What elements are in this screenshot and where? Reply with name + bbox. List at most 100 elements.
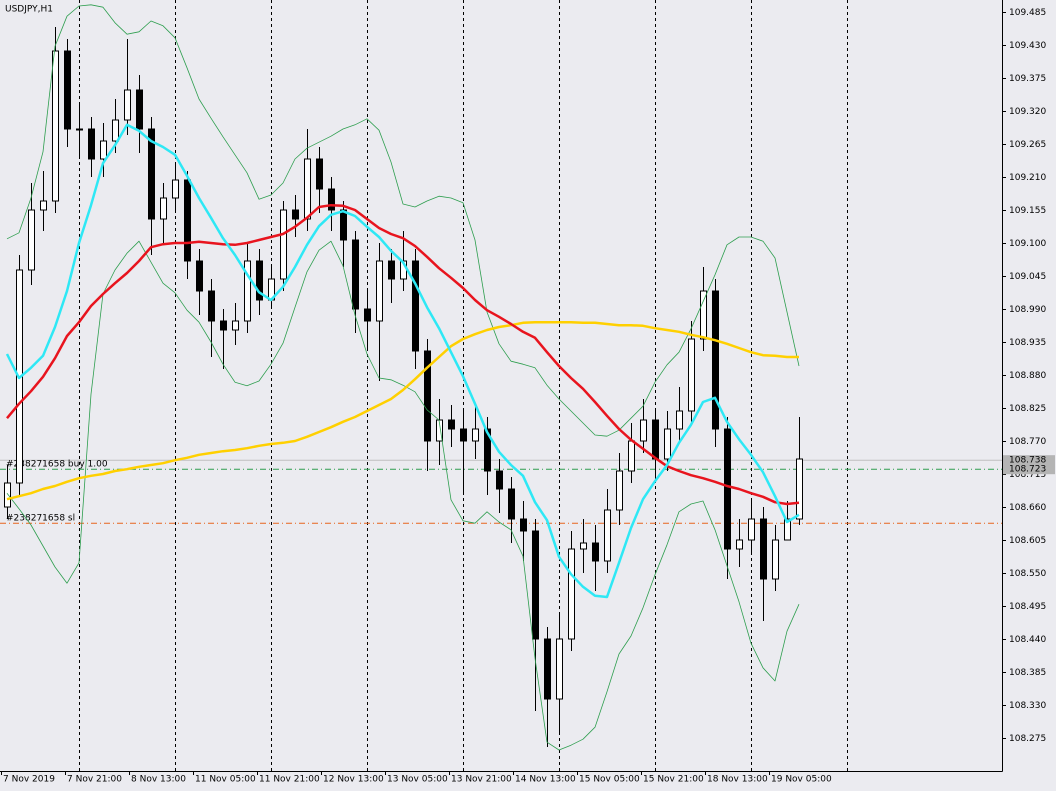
candle-body (700, 290, 707, 340)
candle-body (184, 179, 191, 262)
candle-body (136, 89, 143, 130)
x-tick-label: 15 Nov 21:00 (643, 775, 704, 785)
candle-body (292, 209, 299, 220)
candle-body (4, 482, 11, 508)
y-tick-label: 109.320 (1009, 107, 1046, 117)
time-grid (79, 0, 848, 771)
candle-body (712, 290, 719, 430)
y-tick-label: 108.660 (1009, 503, 1046, 513)
candle-body (616, 470, 623, 511)
candle-body (796, 458, 803, 520)
y-tick-label: 108.880 (1009, 371, 1046, 381)
y-tick-label: 109.375 (1009, 74, 1046, 84)
candle-body (76, 128, 83, 131)
candle-body (208, 290, 215, 322)
candle-body (448, 419, 455, 430)
x-tick-label: 12 Nov 13:00 (323, 775, 384, 785)
candle-body (760, 518, 767, 580)
candle-body (52, 50, 59, 202)
candle-body (580, 542, 587, 550)
indicator-line (6, 240, 800, 751)
x-tick-label: 15 Nov 05:00 (579, 775, 640, 785)
price-label: 108.738 (1009, 456, 1046, 466)
y-tick-label: 109.155 (1009, 206, 1046, 216)
candle-body (376, 260, 383, 322)
candle-body (196, 260, 203, 292)
candle-body (688, 338, 695, 412)
candle-body (304, 158, 311, 220)
x-tick-label: 8 Nov 13:00 (131, 775, 186, 785)
x-tick-label: 18 Nov 13:00 (707, 775, 768, 785)
candle-body (40, 200, 47, 211)
candle-body (628, 440, 635, 472)
y-tick-label: 108.385 (1009, 668, 1046, 678)
y-tick-label: 108.550 (1009, 569, 1046, 579)
y-tick-label: 109.210 (1009, 173, 1046, 183)
x-tick-label: 11 Nov 05:00 (195, 775, 256, 785)
candle-body (520, 518, 527, 532)
x-tick-label: 7 Nov 2019 (3, 775, 55, 785)
candle-body (484, 428, 491, 472)
candle-body (112, 119, 119, 142)
candle-body (124, 89, 131, 121)
candle-body (592, 542, 599, 562)
x-tick-label: 19 Nov 05:00 (771, 775, 832, 785)
candle-body (316, 158, 323, 190)
candle-body (172, 179, 179, 199)
candle-body (88, 128, 95, 160)
candle-body (388, 260, 395, 280)
indicator-line (6, 320, 799, 501)
candle-body (724, 428, 731, 550)
y-tick-label: 109.045 (1009, 272, 1046, 282)
x-tick-label: 11 Nov 21:00 (259, 775, 320, 785)
candle-body (160, 197, 167, 220)
y-tick-label: 108.330 (1009, 701, 1046, 711)
candle-body (676, 410, 683, 430)
candle-body (652, 419, 659, 460)
candle-body (640, 419, 647, 442)
candle-body (496, 470, 503, 490)
candle-body (508, 488, 515, 520)
y-tick-label: 108.440 (1009, 635, 1046, 645)
candle-body (604, 509, 611, 562)
price-label-box (1003, 464, 1055, 475)
y-tick-label: 109.430 (1009, 41, 1046, 51)
y-tick-label: 108.495 (1009, 602, 1046, 612)
y-tick-label: 108.935 (1009, 338, 1046, 348)
candle-body (424, 350, 431, 442)
y-tick-label: 108.605 (1009, 536, 1046, 546)
x-tick-label: 13 Nov 21:00 (451, 775, 512, 785)
candle-body (100, 140, 107, 160)
candle-body (220, 320, 227, 331)
y-tick-label: 109.100 (1009, 239, 1046, 249)
price-label-box (1003, 455, 1055, 466)
candle-body (352, 239, 359, 310)
candle-body (148, 128, 155, 220)
plot-area: #238271658 buy 1.00 #238271658 sl (0, 4, 1002, 751)
candle-body (544, 638, 551, 700)
candle-body (568, 548, 575, 640)
candle-body (232, 320, 239, 331)
y-tick-label: 109.485 (1009, 8, 1046, 18)
candle-body (244, 260, 251, 322)
candle-body (784, 518, 791, 541)
y-tick-label: 108.825 (1009, 404, 1046, 414)
candle-body (436, 419, 443, 442)
axes: 109.485 109.430 109.375 109.320 109.265 109.2… (1, 8, 1055, 785)
price-label: 108.723 (1009, 465, 1046, 475)
candle-body (412, 260, 419, 352)
x-tick-label: 14 Nov 13:00 (515, 775, 576, 785)
y-tick-label: 108.715 (1009, 470, 1046, 480)
candle-body (460, 428, 467, 442)
candle-body (340, 209, 347, 241)
candle-body (664, 428, 671, 460)
candle-body (748, 518, 755, 541)
x-tick-label: 13 Nov 05:00 (387, 775, 448, 785)
candle-body (736, 539, 743, 550)
candle-body (280, 209, 287, 280)
candle-body (28, 209, 35, 271)
indicator-line (6, 4, 800, 437)
order-level-label: #238271658 sl (6, 514, 75, 524)
